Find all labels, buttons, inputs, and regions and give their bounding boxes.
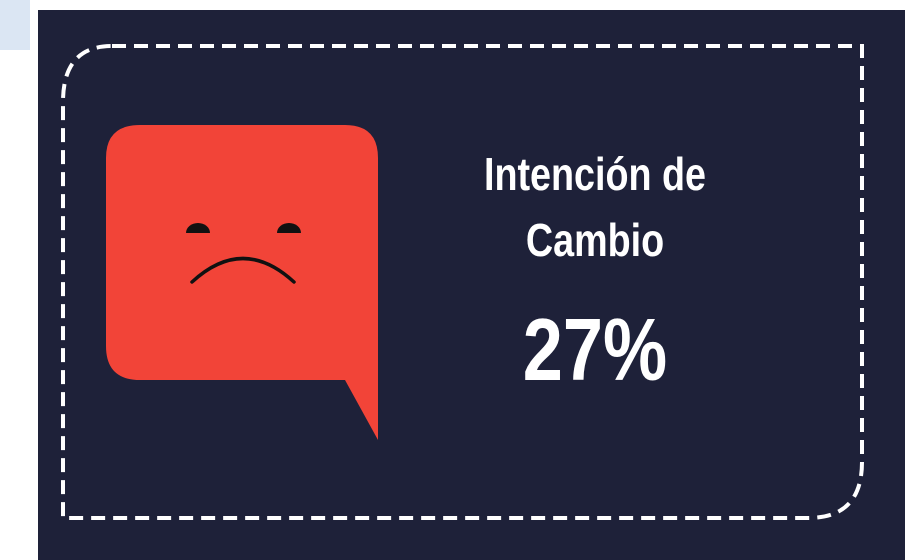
- speech-bubble: [106, 125, 378, 440]
- frown: [190, 256, 296, 284]
- side-strip: [0, 0, 30, 50]
- card-title-line: Cambio: [526, 214, 664, 265]
- left-eye: [186, 223, 210, 233]
- title-group: Intención de Cambio 27%: [484, 148, 706, 399]
- dashed-border: [61, 44, 864, 520]
- card-title-line: Intención de: [484, 148, 706, 199]
- right-eye: [277, 223, 301, 233]
- card-value: 27%: [523, 301, 667, 399]
